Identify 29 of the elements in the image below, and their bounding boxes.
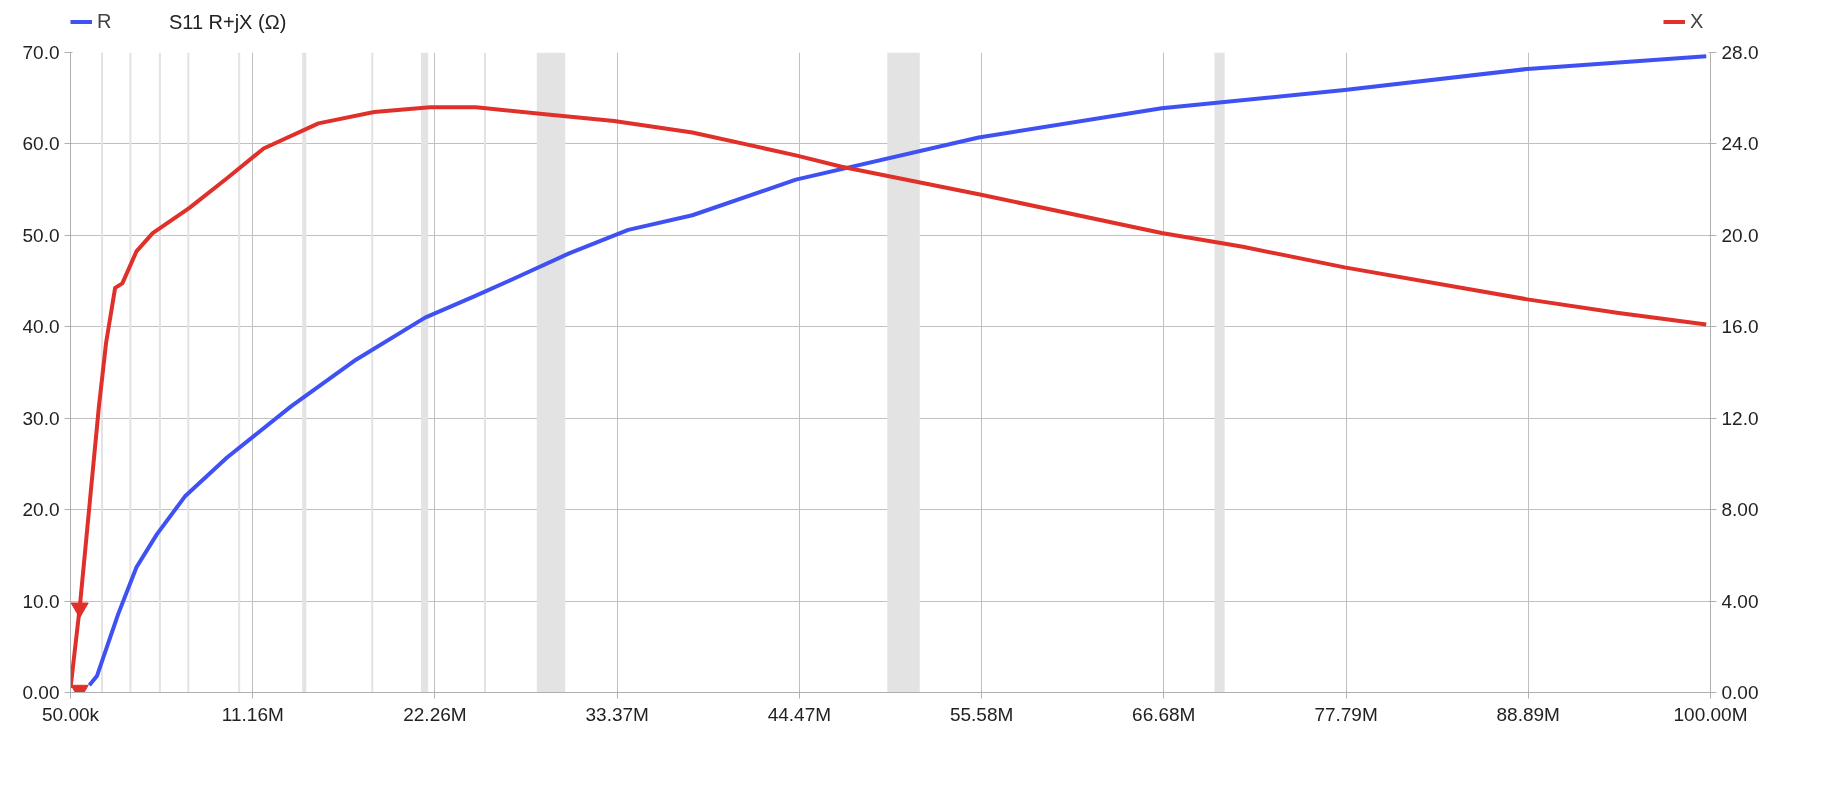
legend-label: X	[1690, 9, 1705, 33]
y-tick-label: 70.0	[22, 42, 60, 63]
y-tick-label: 30.0	[22, 407, 60, 429]
x-tick-label: 66.68M	[1132, 703, 1196, 725]
x-tick-label: 33.37M	[585, 703, 649, 725]
y2-tick-label: 16.0	[1721, 316, 1759, 338]
x-tick-label: 100.00M	[1673, 703, 1748, 725]
y2-tick-label: 28.0	[1721, 42, 1759, 63]
y-tick-label: 20.0	[22, 499, 60, 521]
x-tick-label: 50.00k	[41, 703, 100, 725]
y-tick-label: 10.0	[22, 590, 60, 612]
y2-tick-label: 24.0	[1721, 133, 1759, 155]
legend-label: R	[97, 9, 113, 33]
x-tick-label: 77.79M	[1314, 703, 1378, 725]
x-tick-label: 22.26M	[403, 703, 467, 725]
x-tick-label: 44.47M	[767, 703, 832, 725]
chart-title: S11 R+jX (Ω)	[168, 10, 287, 33]
y2-tick-label: 20.0	[1721, 224, 1759, 246]
y2-tick-label: 4.00	[1721, 590, 1759, 612]
y2-tick-label: 0.00	[1721, 682, 1759, 703]
y2-tick-label: 12.0	[1721, 407, 1759, 429]
y-tick-label: 50.0	[22, 224, 60, 246]
y-tick-label: 0.00	[22, 682, 60, 703]
y2-tick-label: 8.00	[1721, 499, 1759, 521]
x-tick-label: 88.89M	[1496, 703, 1560, 725]
x-tick-label: 11.16M	[221, 703, 284, 725]
y-tick-label: 60.0	[22, 133, 60, 155]
y-tick-label: 40.0	[22, 316, 60, 338]
x-tick-label: 55.58M	[949, 703, 1014, 725]
